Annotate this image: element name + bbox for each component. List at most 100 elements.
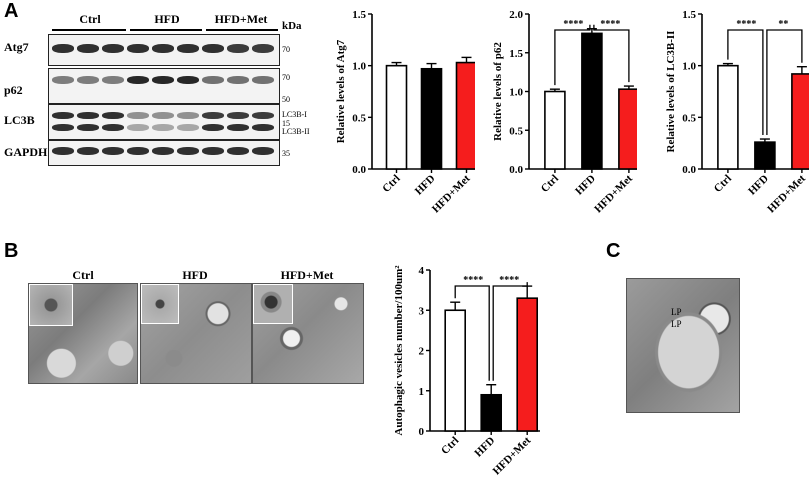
y-tick-label: 0.0 [352, 164, 366, 176]
lp-label: LP [671, 307, 682, 317]
bar [444, 309, 467, 432]
y-axis-label: Relative levels of LC3B-II [665, 31, 677, 153]
blot-band [127, 147, 149, 155]
significance-label: **** [563, 19, 583, 30]
blot-band [102, 112, 124, 119]
blot-band [102, 147, 124, 155]
significance-label: ** [778, 19, 788, 30]
em-title-hfd: HFD [182, 268, 208, 282]
bar-chart-atg7: 0.0 0.5 1.0 1.5 Relative levels of Atg7 Ctrl H… [335, 9, 475, 215]
significance-bracket [593, 24, 630, 83]
blot-group-ctrl: Ctrl [79, 12, 101, 26]
blot-group-line [52, 29, 126, 31]
blot-row-label-p62: p62 [4, 83, 23, 97]
y-axis-label: Autophagic vesicles number/100um² [393, 265, 405, 436]
blot-band [177, 76, 199, 84]
significance-bracket [766, 29, 803, 136]
y-tick-label: 1.5 [682, 9, 696, 21]
blot-strip-p62 [48, 68, 280, 104]
bar [791, 73, 809, 170]
lp-label: LP [671, 319, 682, 329]
em-inset-hfd [141, 284, 179, 324]
mw-marker: 15 [282, 119, 290, 128]
significance-bracket [554, 24, 591, 86]
significance-bracket [454, 285, 490, 381]
kda-label: kDa [282, 20, 302, 32]
em-inset-ctrl [29, 284, 73, 326]
y-tick-label: 4 [419, 265, 425, 277]
x-tick-label: Ctrl [380, 173, 402, 195]
blot-band [52, 44, 74, 53]
blot-group-hfd-met: HFD+Met [214, 12, 268, 26]
y-tick-label: 3 [419, 305, 425, 317]
x-tick-label: HFD [472, 435, 497, 460]
blot-band [252, 124, 274, 131]
blot-band [127, 76, 149, 84]
blot-band [127, 112, 149, 119]
blot-band [202, 112, 224, 119]
mw-marker: 50 [282, 95, 290, 104]
mw-marker: LC3B-I [282, 110, 307, 119]
x-tick-label: Ctrl [712, 173, 734, 195]
blot-band [152, 112, 174, 119]
em-title-hfd-met: HFD+Met [280, 268, 334, 282]
blot-band [52, 76, 74, 84]
blot-band [252, 76, 274, 84]
em-inset-hfd-met [253, 284, 293, 324]
x-tick-label: HFD+Met [491, 434, 534, 477]
blot-group-line [206, 29, 278, 31]
significance-bracket [727, 29, 764, 136]
mw-marker: LC3B-II [282, 127, 310, 136]
blot-band [102, 124, 124, 131]
blot-band [127, 124, 149, 131]
y-tick-label: 2.0 [509, 9, 523, 21]
em-image-c: LP LP [626, 278, 740, 413]
blot-band [127, 44, 149, 53]
blot-band [177, 112, 199, 119]
x-tick-label: HFD [746, 173, 771, 198]
mw-marker: 35 [282, 149, 290, 158]
em-image-hfd [140, 283, 252, 384]
blot-band [77, 44, 99, 53]
blot-band [52, 124, 74, 131]
blot-band [77, 124, 99, 131]
panel-label-c: C [606, 240, 621, 262]
x-tick-label: HFD+Met [592, 172, 635, 215]
bar [385, 64, 408, 170]
blot-band [227, 124, 249, 131]
blot-band [152, 147, 174, 155]
blot-group-hfd: HFD [154, 12, 180, 26]
blot-band [102, 76, 124, 84]
blot-band [152, 124, 174, 131]
blot-band [77, 112, 99, 119]
blot-band [52, 147, 74, 155]
blot-band [177, 147, 199, 155]
y-tick-label: 0.0 [509, 164, 523, 176]
y-tick-label: 0.0 [682, 164, 696, 176]
y-tick-label: 1.0 [682, 61, 696, 73]
panel-label-a: A [4, 0, 19, 22]
x-tick-label: HFD [573, 173, 598, 198]
bar [754, 141, 776, 170]
bar [480, 393, 502, 432]
panel-label-b: B [4, 240, 19, 262]
em-image-hfd-met [252, 283, 364, 384]
y-tick-label: 1.5 [352, 9, 366, 21]
blot-band [227, 112, 249, 119]
blot-strip-lc3b [48, 104, 280, 140]
significance-label: **** [736, 19, 756, 30]
blot-row-label-atg7: Atg7 [4, 40, 29, 54]
blot-band [202, 147, 224, 155]
bar [516, 297, 538, 432]
bar-chart-lc3b-ii: 0.0 0.5 1.0 1.5 Relative levels of LC3B-II Ct… [665, 9, 809, 215]
significance-label: **** [600, 19, 620, 30]
blot-band [152, 76, 174, 84]
y-tick-label: 0 [419, 426, 425, 438]
y-tick-label: 1 [419, 386, 425, 398]
blot-band [77, 147, 99, 155]
blot-band [152, 44, 174, 53]
blot-band [252, 44, 274, 53]
significance-bracket [492, 282, 528, 381]
blot-band [77, 76, 99, 84]
blot-band [202, 44, 224, 53]
